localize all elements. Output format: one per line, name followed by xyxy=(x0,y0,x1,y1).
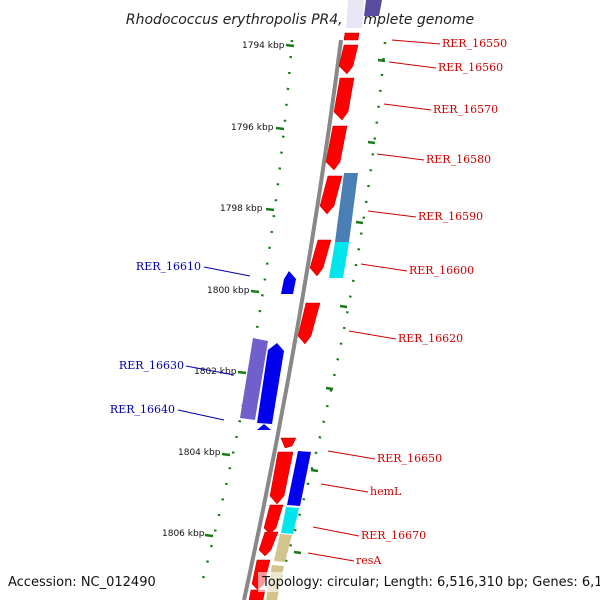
label-rer-16650[interactable]: RER_16650 xyxy=(377,452,442,465)
gene-rer-16630[interactable] xyxy=(240,338,268,420)
gene-tan-1[interactable] xyxy=(274,534,292,562)
label-rer-16640[interactable]: RER_16640 xyxy=(110,403,175,416)
label-rer-16630[interactable]: RER_16630 xyxy=(119,359,184,372)
label-rer-16610[interactable]: RER_16610 xyxy=(136,260,201,273)
gene-rer-16640[interactable] xyxy=(257,343,284,424)
accession-text: Accession: NC_012490 xyxy=(8,575,156,590)
gene-rer-16670[interactable] xyxy=(263,504,284,535)
gene-rer-16580[interactable] xyxy=(325,125,348,171)
genome-backbone xyxy=(242,39,343,600)
gene-rer-16610[interactable] xyxy=(281,271,296,294)
label-rer-16560[interactable]: RER_16560 xyxy=(438,61,503,74)
gene-rer-16670-b[interactable] xyxy=(258,531,279,557)
gene-rer-16640-tip[interactable] xyxy=(257,424,271,430)
gene-cyan-bottom[interactable] xyxy=(281,507,299,534)
gene-rer-16550[interactable] xyxy=(343,32,360,41)
gene-rer-16650[interactable] xyxy=(269,451,294,505)
kbp-label-1798: 1798 kbp xyxy=(220,204,263,214)
label-hemL[interactable]: hemL xyxy=(370,485,402,498)
outer-dotted-ring xyxy=(272,41,387,600)
gene-rer-16600-cyan[interactable] xyxy=(329,242,349,278)
gene-rer-16590[interactable] xyxy=(335,173,358,242)
inner-dotted-ring xyxy=(198,39,294,591)
label-rer-16580[interactable]: RER_16580 xyxy=(426,153,491,166)
topology-text: Topology: circular; Length: 6,516,310 bp… xyxy=(261,575,600,590)
right-tick-marks xyxy=(293,58,386,555)
kbp-ticks xyxy=(204,43,295,538)
kbp-label-1794: 1794 kbp xyxy=(242,41,285,51)
gene-top-lavender[interactable] xyxy=(346,0,364,28)
gene-rer-16560[interactable] xyxy=(338,44,359,75)
gene-rer-16600[interactable] xyxy=(309,239,332,277)
gene-rer-16620[interactable] xyxy=(297,302,321,345)
topology-bg xyxy=(258,572,592,592)
label-resA[interactable]: resA xyxy=(356,554,382,567)
label-rer-16570[interactable]: RER_16570 xyxy=(433,103,498,116)
right-leader-lines xyxy=(307,39,441,562)
gene-rer-16590-red[interactable] xyxy=(319,175,343,215)
kbp-label-1804: 1804 kbp xyxy=(178,448,221,458)
label-rer-16550[interactable]: RER_16550 xyxy=(442,37,507,50)
gene-rer-16570[interactable] xyxy=(333,77,355,121)
forward-genes xyxy=(248,32,360,600)
gene-hemL[interactable] xyxy=(287,451,311,506)
kbp-label-1800: 1800 kbp xyxy=(207,286,250,296)
label-rer-16620[interactable]: RER_16620 xyxy=(398,332,463,345)
label-rer-16590[interactable]: RER_16590 xyxy=(418,210,483,223)
kbp-label-1796: 1796 kbp xyxy=(231,123,274,133)
label-rer-16670[interactable]: RER_16670 xyxy=(361,529,426,542)
kbp-label-1806: 1806 kbp xyxy=(162,529,205,539)
gene-rer-16650-a[interactable] xyxy=(280,437,297,449)
left-leader-lines xyxy=(177,266,251,421)
genome-title: Rhodococcus erythropolis PR4, complete g… xyxy=(126,12,474,28)
label-rer-16600[interactable]: RER_16600 xyxy=(409,264,474,277)
gene-top-purple[interactable] xyxy=(364,0,382,16)
